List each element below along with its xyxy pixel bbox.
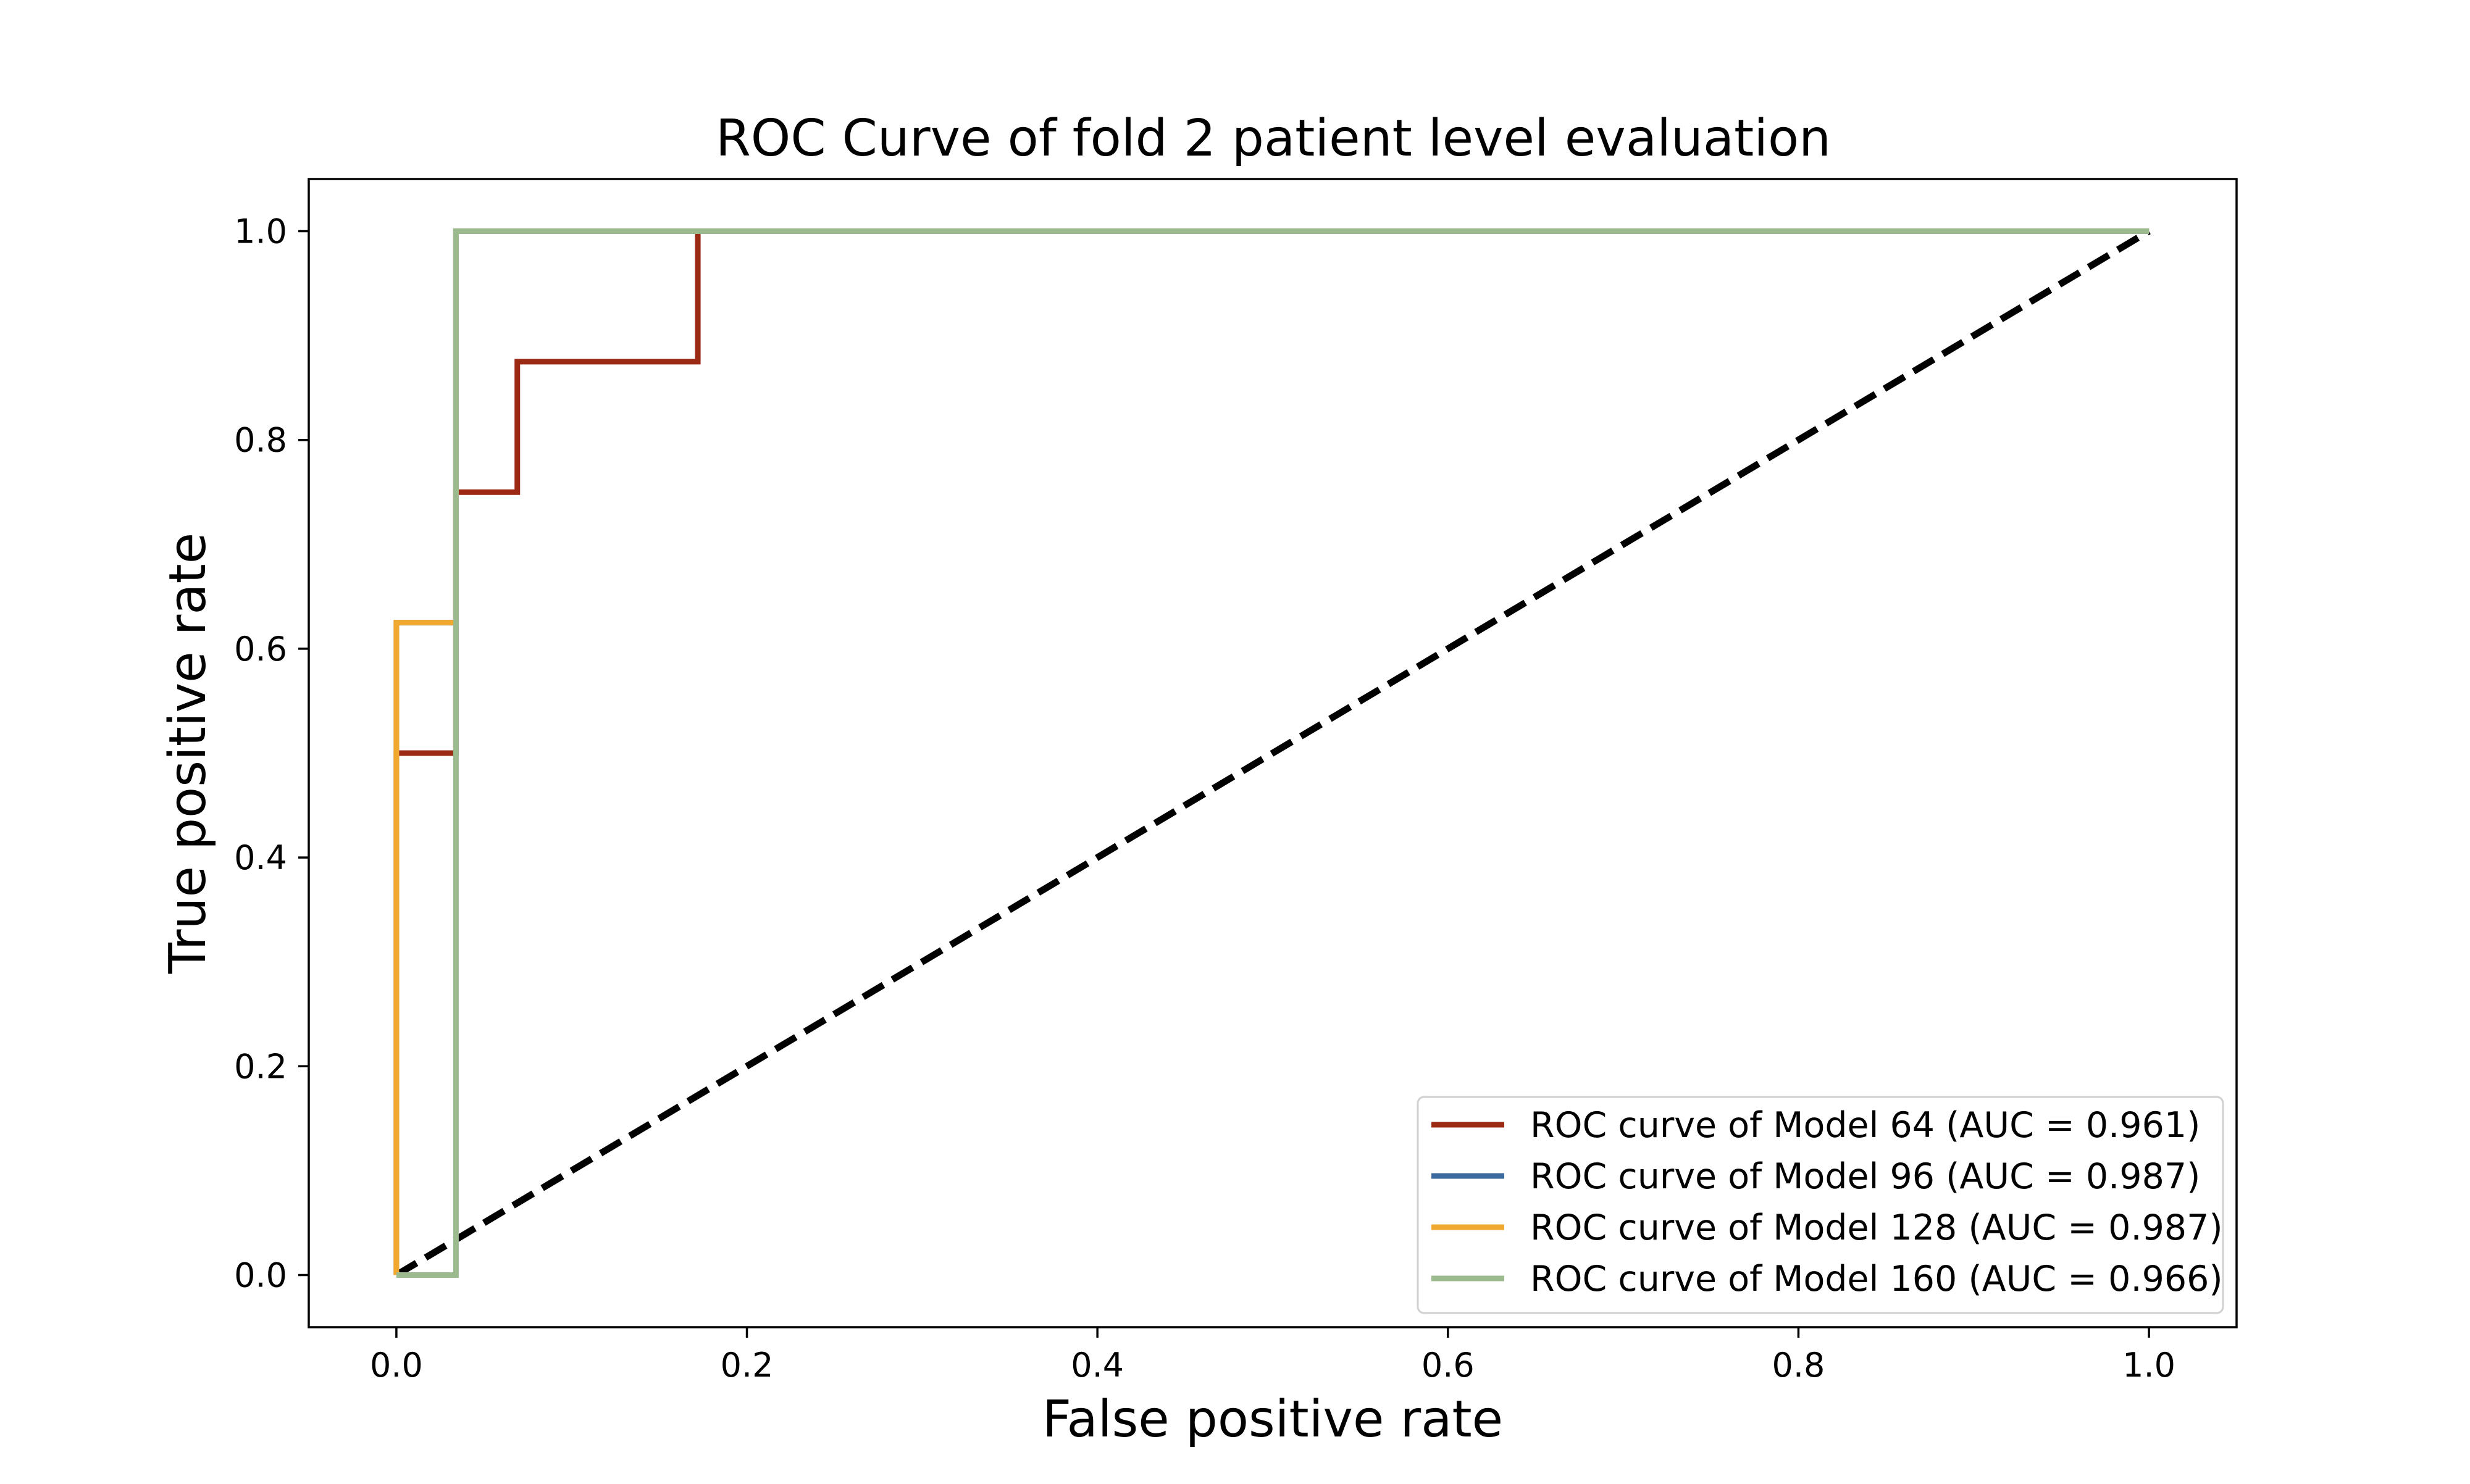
legend-label-roc-curve-of-model-128: ROC curve of Model 128 (AUC = 0.987) xyxy=(1530,1207,2223,1248)
y-tick-label: 1.0 xyxy=(234,212,287,251)
chance-reference-line xyxy=(395,228,2151,1278)
legend-box xyxy=(1417,1096,2224,1314)
legend-label-roc-curve-of-model-96: ROC curve of Model 96 (AUC = 0.987) xyxy=(1530,1156,2200,1197)
y-tick-label: 0.8 xyxy=(234,421,287,460)
legend-label-roc-curve-of-model-64: ROC curve of Model 64 (AUC = 0.961) xyxy=(1530,1105,2200,1146)
x-tick-label: 0.2 xyxy=(721,1346,774,1385)
axes-frame xyxy=(308,178,2238,1328)
y-tick-label: 0.2 xyxy=(234,1047,287,1086)
x-tick-label: 0.4 xyxy=(1071,1346,1124,1385)
x-tick-label: 1.0 xyxy=(2122,1346,2175,1385)
roc-series-line-1 xyxy=(393,228,2150,1275)
chart-title: ROC Curve of fold 2 patient level evalua… xyxy=(716,109,1831,168)
x-tick-label: 0.6 xyxy=(1421,1346,1475,1385)
y-tick-label: 0.6 xyxy=(234,630,287,669)
legend-label-roc-curve-of-model-160: ROC curve of Model 160 (AUC = 0.966) xyxy=(1530,1259,2223,1299)
y-axis-label: True positive rate xyxy=(159,533,217,975)
y-tick-label: 0.4 xyxy=(234,838,287,877)
roc-series-line-4 xyxy=(396,228,2150,1278)
legend: ROC curve of Model 64 (AUC = 0.961) ROC c… xyxy=(1417,1096,2224,1314)
x-axis-label: False positive rate xyxy=(1042,1390,1503,1449)
y-tick-label: 0.0 xyxy=(234,1256,287,1294)
plot-area xyxy=(393,228,2151,1278)
axis-ticks: 0.0 0.2 0.4 0.6 0.8 1.0 0.0 0.2 0.4 0.6 0.8 1.0 xyxy=(234,212,2175,1385)
x-tick-label: 0.8 xyxy=(1772,1346,1825,1385)
x-tick-label: 0.0 xyxy=(370,1346,423,1385)
